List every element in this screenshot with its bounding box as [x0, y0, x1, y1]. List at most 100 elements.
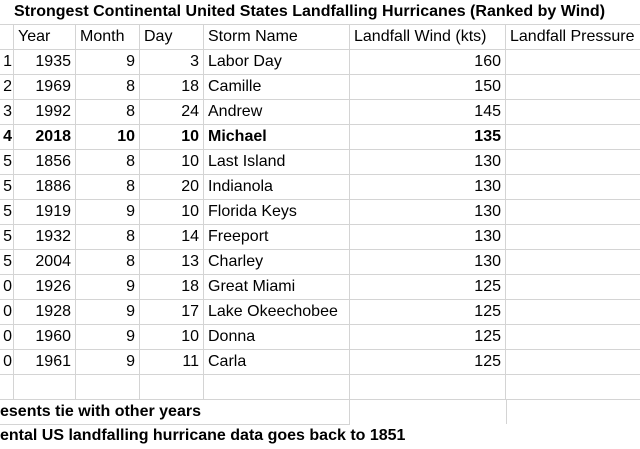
day-cell[interactable]: 10: [140, 200, 204, 225]
day-header[interactable]: Day: [140, 25, 204, 50]
rank-cell[interactable]: 0: [0, 275, 14, 300]
landfall-pressure-cell[interactable]: [506, 50, 640, 75]
month-cell[interactable]: 8: [76, 150, 140, 175]
rank-header-cell[interactable]: [0, 25, 14, 50]
landfall-wind-cell[interactable]: 125: [350, 325, 506, 350]
rank-cell[interactable]: 5: [0, 250, 14, 275]
storm-name-cell[interactable]: Last Island: [204, 150, 350, 175]
rank-cell[interactable]: 4: [0, 125, 14, 150]
year-cell[interactable]: 1932: [14, 225, 76, 250]
day-cell[interactable]: 10: [140, 325, 204, 350]
landfall-wind-cell[interactable]: 130: [350, 175, 506, 200]
storm-name-cell[interactable]: Andrew: [204, 100, 350, 125]
year-cell[interactable]: 1961: [14, 350, 76, 375]
rank-cell[interactable]: 5: [0, 225, 14, 250]
landfall-wind-cell[interactable]: 130: [350, 200, 506, 225]
rank-cell[interactable]: 5: [0, 150, 14, 175]
day-cell[interactable]: 14: [140, 225, 204, 250]
year-header[interactable]: Year: [14, 25, 76, 50]
year-cell[interactable]: 1919: [14, 200, 76, 225]
landfall-pressure-cell[interactable]: [506, 125, 640, 150]
year-cell[interactable]: 1992: [14, 100, 76, 125]
storm-name-cell[interactable]: Freeport: [204, 225, 350, 250]
landfall-wind-cell[interactable]: 145: [350, 100, 506, 125]
landfall-pressure-cell[interactable]: [506, 250, 640, 275]
empty-cell[interactable]: [204, 375, 350, 400]
month-cell[interactable]: 8: [76, 250, 140, 275]
day-cell[interactable]: 11: [140, 350, 204, 375]
landfall-wind-cell[interactable]: 130: [350, 225, 506, 250]
month-cell[interactable]: 9: [76, 350, 140, 375]
month-cell[interactable]: 8: [76, 100, 140, 125]
landfall-wind-cell[interactable]: 125: [350, 350, 506, 375]
landfall-pressure-cell[interactable]: [506, 325, 640, 350]
month-cell[interactable]: 9: [76, 325, 140, 350]
landfall-pressure-cell[interactable]: [506, 200, 640, 225]
month-cell[interactable]: 9: [76, 300, 140, 325]
month-cell[interactable]: 9: [76, 200, 140, 225]
storm-name-cell[interactable]: Michael: [204, 125, 350, 150]
day-cell[interactable]: 18: [140, 75, 204, 100]
year-cell[interactable]: 1960: [14, 325, 76, 350]
year-cell[interactable]: 1926: [14, 275, 76, 300]
day-cell[interactable]: 13: [140, 250, 204, 275]
month-cell[interactable]: 8: [76, 175, 140, 200]
year-cell[interactable]: 1969: [14, 75, 76, 100]
landfall-pressure-cell[interactable]: [506, 350, 640, 375]
day-cell[interactable]: 24: [140, 100, 204, 125]
rank-cell[interactable]: 0: [0, 350, 14, 375]
day-cell[interactable]: 20: [140, 175, 204, 200]
empty-cell[interactable]: [506, 375, 640, 400]
storm-name-cell[interactable]: Indianola: [204, 175, 350, 200]
empty-cell[interactable]: [140, 375, 204, 400]
storm-name-cell[interactable]: Labor Day: [204, 50, 350, 75]
storm-name-cell[interactable]: Charley: [204, 250, 350, 275]
rank-cell[interactable]: 3: [0, 100, 14, 125]
rank-cell[interactable]: 1: [0, 50, 14, 75]
landfall-pressure-cell[interactable]: [506, 175, 640, 200]
storm-name-cell[interactable]: Donna: [204, 325, 350, 350]
storm-name-cell[interactable]: Camille: [204, 75, 350, 100]
landfall-wind-cell[interactable]: 130: [350, 250, 506, 275]
landfall-wind-cell[interactable]: 130: [350, 150, 506, 175]
day-cell[interactable]: 18: [140, 275, 204, 300]
landfall-pressure-header[interactable]: Landfall Pressure: [506, 25, 640, 50]
landfall-pressure-cell[interactable]: [506, 75, 640, 100]
year-cell[interactable]: 1928: [14, 300, 76, 325]
landfall-pressure-cell[interactable]: [506, 150, 640, 175]
landfall-pressure-cell[interactable]: [506, 275, 640, 300]
year-cell[interactable]: 1886: [14, 175, 76, 200]
landfall-pressure-cell[interactable]: [506, 225, 640, 250]
year-cell[interactable]: 1856: [14, 150, 76, 175]
landfall-pressure-cell[interactable]: [506, 300, 640, 325]
note-tie[interactable]: esents tie with other years: [0, 400, 350, 425]
empty-cell[interactable]: [0, 375, 14, 400]
storm-name-cell[interactable]: Carla: [204, 350, 350, 375]
day-cell[interactable]: 10: [140, 150, 204, 175]
landfall-wind-header[interactable]: Landfall Wind (kts): [350, 25, 506, 50]
day-cell[interactable]: 3: [140, 50, 204, 75]
month-cell[interactable]: 8: [76, 225, 140, 250]
landfall-wind-cell[interactable]: 135: [350, 125, 506, 150]
storm-name-cell[interactable]: Lake Okeechobee: [204, 300, 350, 325]
month-cell[interactable]: 10: [76, 125, 140, 150]
landfall-wind-cell[interactable]: 125: [350, 300, 506, 325]
month-header[interactable]: Month: [76, 25, 140, 50]
storm-name-header[interactable]: Storm Name: [204, 25, 350, 50]
rank-cell[interactable]: 5: [0, 175, 14, 200]
rank-cell[interactable]: 0: [0, 300, 14, 325]
year-cell[interactable]: 1935: [14, 50, 76, 75]
month-cell[interactable]: 9: [76, 275, 140, 300]
storm-name-cell[interactable]: Great Miami: [204, 275, 350, 300]
month-cell[interactable]: 9: [76, 50, 140, 75]
day-cell[interactable]: 17: [140, 300, 204, 325]
empty-cell[interactable]: [76, 375, 140, 400]
month-cell[interactable]: 8: [76, 75, 140, 100]
rank-cell[interactable]: 2: [0, 75, 14, 100]
rank-cell[interactable]: 5: [0, 200, 14, 225]
landfall-wind-cell[interactable]: 160: [350, 50, 506, 75]
landfall-pressure-cell[interactable]: [506, 100, 640, 125]
empty-cell[interactable]: [14, 375, 76, 400]
sheet-title[interactable]: Strongest Continental United States Land…: [0, 0, 640, 25]
empty-cell[interactable]: [350, 375, 506, 400]
